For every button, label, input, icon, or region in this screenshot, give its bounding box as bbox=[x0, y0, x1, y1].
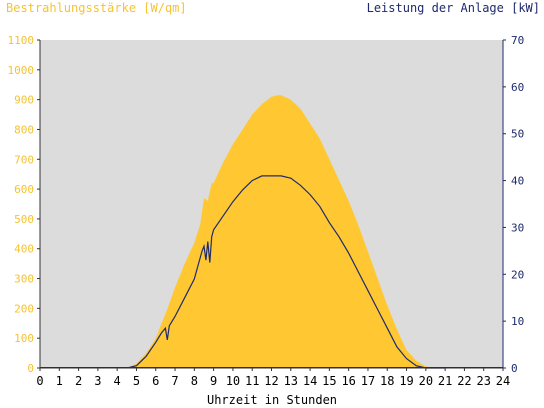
x-tick-label: 12 bbox=[264, 374, 278, 388]
left-axis-title: Bestrahlungsstärke [W/qm] bbox=[6, 1, 187, 15]
y-right-tick-label: 20 bbox=[511, 268, 524, 281]
right-axis-title: Leistung der Anlage [kW] bbox=[366, 1, 540, 15]
y-left-tick-label: 200 bbox=[14, 302, 34, 315]
x-tick-label: 18 bbox=[380, 374, 394, 388]
x-axis-title: Uhrzeit in Stunden bbox=[206, 393, 338, 407]
x-tick-label: 21 bbox=[438, 374, 452, 388]
x-tick-label: 6 bbox=[152, 374, 159, 388]
x-tick-label: 22 bbox=[457, 374, 471, 388]
x-tick-label: 13 bbox=[284, 374, 298, 388]
y-left-tick-label: 400 bbox=[14, 243, 34, 256]
y-left-tick-label: 500 bbox=[14, 213, 34, 226]
x-tick-label: 19 bbox=[399, 374, 413, 388]
x-tick-label: 14 bbox=[303, 374, 317, 388]
y-left-tick-label: 900 bbox=[14, 94, 34, 107]
x-tick-label: 7 bbox=[171, 374, 178, 388]
x-tick-label: 2 bbox=[75, 374, 82, 388]
x-tick-label: 15 bbox=[322, 374, 336, 388]
x-tick-label: 23 bbox=[476, 374, 490, 388]
y-left-tick-label: 800 bbox=[14, 123, 34, 136]
y-left-tick-label: 600 bbox=[14, 183, 34, 196]
x-tick-label: 11 bbox=[245, 374, 259, 388]
x-tick-label: 5 bbox=[133, 374, 140, 388]
x-tick-label: 24 bbox=[496, 374, 510, 388]
y-left-tick-label: 700 bbox=[14, 153, 34, 166]
y-right-tick-label: 60 bbox=[511, 81, 524, 94]
x-tick-label: 0 bbox=[36, 374, 43, 388]
y-right-tick-label: 0 bbox=[511, 362, 518, 375]
x-tick-label: 17 bbox=[361, 374, 375, 388]
x-tick-label: 10 bbox=[226, 374, 240, 388]
y-right-tick-label: 40 bbox=[511, 175, 524, 188]
x-tick-label: 20 bbox=[419, 374, 433, 388]
irradiance-area bbox=[126, 95, 442, 368]
y-left-tick-label: 100 bbox=[14, 332, 34, 345]
y-left-tick-label: 0 bbox=[27, 362, 34, 375]
y-right-tick-label: 70 bbox=[511, 34, 524, 47]
x-tick-label: 8 bbox=[191, 374, 198, 388]
power-line bbox=[126, 175, 446, 369]
x-tick-label: 16 bbox=[341, 374, 355, 388]
x-tick-label: 1 bbox=[56, 374, 63, 388]
y-right-tick-label: 30 bbox=[511, 221, 524, 234]
x-tick-label: 3 bbox=[94, 374, 101, 388]
y-left-tick-label: 300 bbox=[14, 273, 34, 286]
y-left-tick-label: 1000 bbox=[8, 64, 35, 77]
y-right-tick-label: 10 bbox=[511, 315, 524, 328]
x-tick-label: 4 bbox=[114, 374, 121, 388]
y-left-tick-label: 1100 bbox=[8, 34, 35, 47]
x-tick-label: 9 bbox=[210, 374, 217, 388]
y-right-tick-label: 50 bbox=[511, 128, 524, 141]
